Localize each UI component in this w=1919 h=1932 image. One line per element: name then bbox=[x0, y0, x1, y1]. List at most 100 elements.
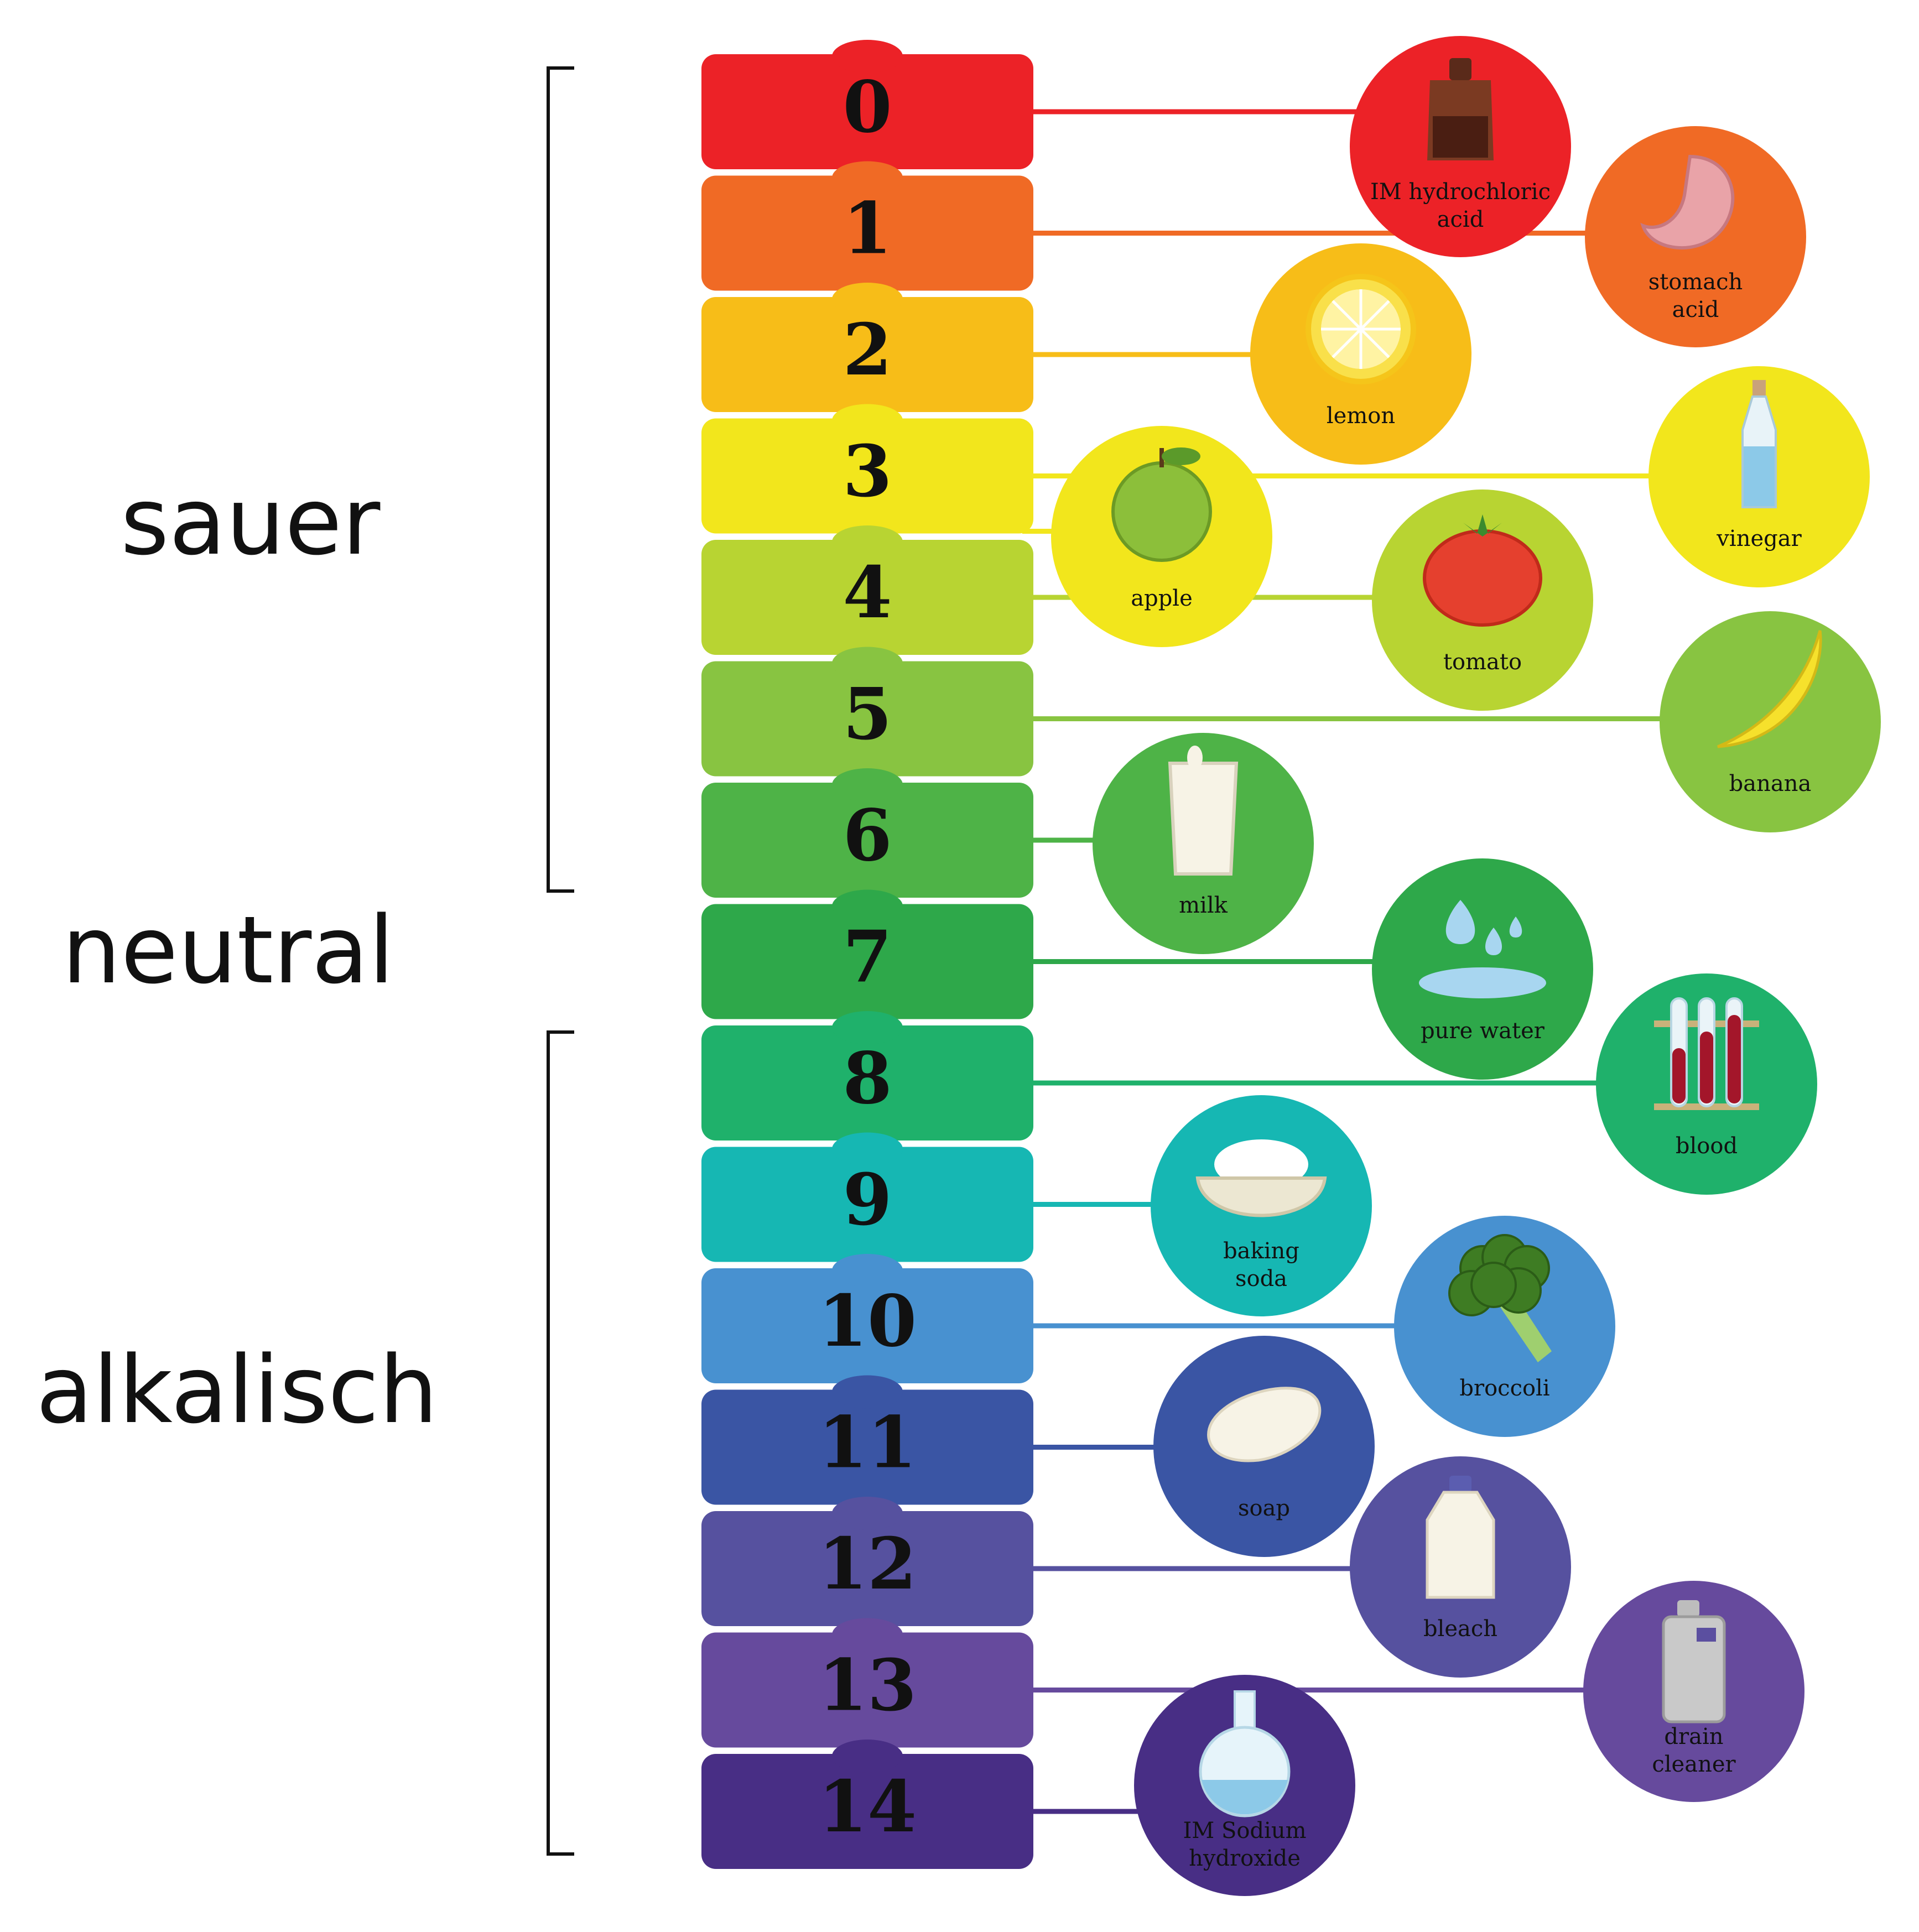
ph-value-label: 3 bbox=[843, 430, 892, 513]
substance-label: drain bbox=[1664, 1724, 1723, 1749]
lemon-icon bbox=[1306, 274, 1416, 384]
ph-bar-rect bbox=[701, 1632, 1033, 1748]
ph-value-label: 6 bbox=[843, 794, 892, 877]
ph-bar-tab bbox=[832, 404, 903, 438]
ph-value-label: 1 bbox=[843, 188, 892, 270]
broccoli-icon bbox=[1448, 1234, 1552, 1362]
vinegar-bottle-icon bbox=[1741, 380, 1777, 508]
ph-bar-2: 2 bbox=[701, 283, 1033, 412]
ph-value-label: 4 bbox=[843, 551, 892, 634]
ph-bar-tab bbox=[832, 1497, 903, 1530]
ph-bar-rect bbox=[701, 1511, 1033, 1626]
substance-label: baking bbox=[1223, 1238, 1299, 1264]
apple-icon bbox=[1111, 447, 1212, 562]
ph-bar-tab bbox=[832, 889, 903, 923]
ph-value-label: 14 bbox=[818, 1766, 917, 1848]
ph-bar-rect bbox=[701, 1389, 1033, 1505]
ph-bar-tab bbox=[832, 1375, 903, 1409]
substance-bleach: bleach bbox=[1350, 1456, 1571, 1678]
substance-banana: banana bbox=[1660, 611, 1881, 832]
substance-label: broccoli bbox=[1459, 1376, 1549, 1401]
banana-icon bbox=[1717, 630, 1822, 748]
substance-label: soda bbox=[1235, 1266, 1287, 1292]
category-label-neutral: neutral bbox=[62, 896, 394, 1004]
ph-bar-14: 14 bbox=[701, 1740, 1033, 1869]
ph-bar-13: 13 bbox=[701, 1618, 1033, 1748]
substance-label: IM Sodium bbox=[1183, 1818, 1306, 1844]
ph-value-label: 7 bbox=[843, 916, 892, 999]
ph-bar-1: 1 bbox=[701, 161, 1033, 291]
ph-value-label: 5 bbox=[843, 673, 892, 756]
substance-circle bbox=[1394, 1216, 1615, 1437]
substance-label: blood bbox=[1676, 1133, 1738, 1159]
ph-value-label: 8 bbox=[843, 1037, 892, 1120]
ph-bar-7: 7 bbox=[701, 889, 1033, 1019]
flask-icon bbox=[1199, 1690, 1291, 1818]
ph-bar-rect bbox=[701, 540, 1033, 655]
alkaline-bracket bbox=[547, 1030, 574, 1856]
substance-label: lemon bbox=[1327, 403, 1395, 429]
acidic-bracket bbox=[547, 66, 574, 893]
substance-apple: apple bbox=[1051, 426, 1272, 647]
substance-vinegar: vinegar bbox=[1648, 366, 1870, 587]
ph-bar-tab bbox=[832, 768, 903, 801]
ph-bar-12: 12 bbox=[701, 1497, 1033, 1626]
ph-bar-5: 5 bbox=[701, 647, 1033, 777]
substance-label: stomach bbox=[1648, 269, 1743, 295]
ph-bar-rect bbox=[701, 783, 1033, 898]
soap-bar-icon bbox=[1207, 1387, 1322, 1462]
powder-bowl-icon bbox=[1195, 1139, 1327, 1217]
ph-bar-rect bbox=[701, 297, 1033, 412]
ph-bar-tab bbox=[832, 1132, 903, 1166]
substance-label: acid bbox=[1672, 297, 1719, 322]
ph-bar-11: 11 bbox=[701, 1375, 1033, 1505]
ph-bar-tab bbox=[832, 161, 903, 195]
substance-label: apple bbox=[1131, 586, 1193, 611]
substance-label: tomato bbox=[1443, 649, 1522, 675]
ph-bar-tab bbox=[832, 1254, 903, 1287]
substance-drain-cleaner: drain cleaner bbox=[1583, 1581, 1804, 1802]
drain-cleaner-can-icon bbox=[1662, 1600, 1726, 1723]
acid-bottle-icon bbox=[1427, 58, 1494, 160]
ph-bar-rect bbox=[701, 661, 1033, 777]
substance-lemon: lemon bbox=[1250, 243, 1471, 465]
ph-bar-rect bbox=[701, 904, 1033, 1019]
ph-bar-rect bbox=[701, 1147, 1033, 1262]
substance-blood: blood bbox=[1596, 973, 1817, 1195]
substance-label: pure water bbox=[1421, 1018, 1545, 1044]
substance-pure-water: pure water bbox=[1372, 858, 1593, 1080]
ph-value-label: 9 bbox=[843, 1159, 892, 1242]
ph-bar-rect bbox=[701, 1268, 1033, 1383]
ph-bar-tab bbox=[832, 40, 903, 73]
substance-label: hydroxide bbox=[1189, 1846, 1301, 1871]
ph-value-label: 0 bbox=[843, 66, 892, 149]
substance-broccoli: broccoli bbox=[1394, 1216, 1615, 1437]
test-tubes-icon bbox=[1654, 997, 1759, 1110]
ph-bar-rect bbox=[701, 1754, 1033, 1869]
ph-bar-10: 10 bbox=[701, 1254, 1033, 1383]
substance-soap: soap bbox=[1153, 1336, 1375, 1557]
ph-bar-tab bbox=[832, 1011, 903, 1044]
bleach-jug-icon bbox=[1426, 1476, 1495, 1599]
substance-label: IM hydrochloric bbox=[1370, 179, 1551, 205]
ph-bar-tab bbox=[832, 1618, 903, 1652]
ph-bar-9: 9 bbox=[701, 1132, 1033, 1262]
ph-bar-tab bbox=[832, 647, 903, 680]
category-label-acidic: sauer bbox=[121, 467, 381, 576]
ph-bar-rect bbox=[701, 1025, 1033, 1141]
ph-bar-8: 8 bbox=[701, 1011, 1033, 1141]
ph-bar-6: 6 bbox=[701, 768, 1033, 898]
ph-bar-tab bbox=[832, 1740, 903, 1773]
water-drops-icon bbox=[1419, 900, 1546, 998]
ph-value-label: 13 bbox=[818, 1644, 917, 1727]
substance-label: milk bbox=[1179, 893, 1228, 918]
substance-label: soap bbox=[1238, 1496, 1290, 1521]
ph-bar-rect bbox=[701, 175, 1033, 291]
ph-bar-4: 4 bbox=[701, 525, 1033, 655]
